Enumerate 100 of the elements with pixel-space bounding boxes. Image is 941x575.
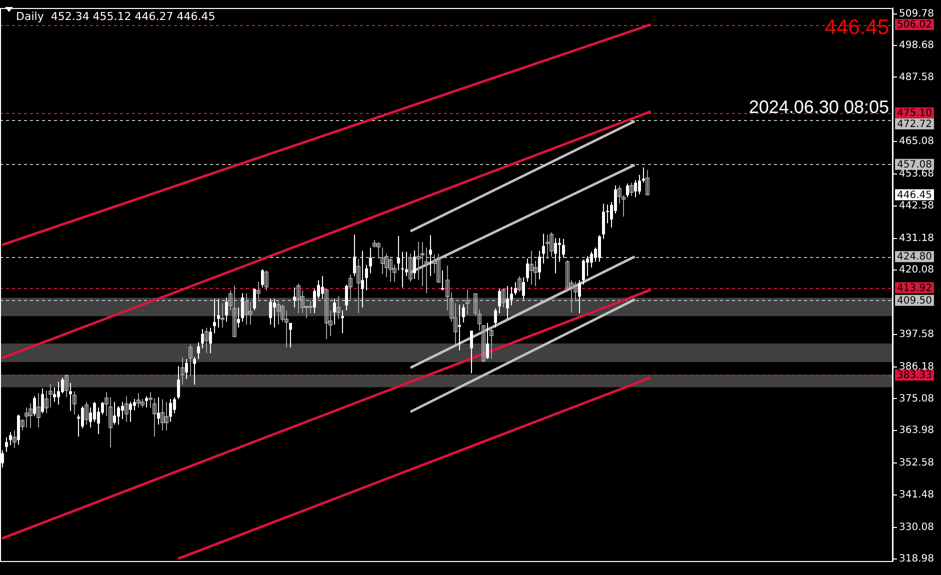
candlestick <box>57 381 60 406</box>
candlestick <box>324 288 328 340</box>
candlestick <box>89 407 92 428</box>
candlestick <box>24 407 28 428</box>
candlestick <box>145 396 148 408</box>
candlestick <box>188 344 192 377</box>
candlestick <box>542 233 545 264</box>
y-tick-label: 363.98 <box>899 425 934 436</box>
candlestick <box>269 298 272 326</box>
ref-line-label: 457.08 <box>897 159 932 170</box>
candlestick <box>638 174 641 195</box>
candlestick <box>12 430 16 449</box>
candlestick <box>193 356 196 386</box>
candlestick <box>313 288 316 314</box>
candlestick <box>232 285 236 338</box>
annotation: 2024.06.30 08:05 <box>748 96 889 117</box>
candlestick <box>53 387 56 402</box>
candlestick <box>502 288 506 308</box>
candlestick <box>498 288 501 314</box>
y-tick-label: 465.08 <box>899 136 934 148</box>
candlestick <box>546 234 550 260</box>
y-tick-label: 420.08 <box>899 264 934 276</box>
candlestick <box>241 292 244 322</box>
candlestick <box>157 396 160 426</box>
candlestick <box>506 286 509 320</box>
candlestick <box>530 250 534 286</box>
candlestick <box>293 287 296 308</box>
candlestick <box>64 374 68 398</box>
candlestick <box>9 432 12 446</box>
candlestick <box>124 396 128 422</box>
candlestick <box>237 307 240 328</box>
candlestick <box>397 236 400 271</box>
candlestick <box>204 327 208 354</box>
y-tick-label: 318.98 <box>899 554 934 565</box>
candlestick <box>369 247 372 274</box>
y-tick-label: 352.58 <box>899 458 934 469</box>
candlestick <box>180 357 184 386</box>
y-tick-label: 453.68 <box>899 168 934 180</box>
candlestick <box>28 402 32 428</box>
candlestick <box>244 292 248 326</box>
candlestick <box>197 342 200 360</box>
candlestick <box>321 276 324 300</box>
candlestick <box>289 322 292 348</box>
candlestick <box>598 234 601 262</box>
ref-line-label: 413.92 <box>897 282 932 294</box>
text: 446.45 <box>897 190 932 201</box>
candlestick <box>201 328 204 349</box>
candlestick <box>93 401 96 422</box>
candlestick <box>510 286 513 306</box>
candlestick <box>160 398 164 431</box>
candlestick <box>217 298 220 328</box>
candlestick <box>578 280 581 314</box>
candlestick <box>518 276 522 292</box>
candlestick <box>526 258 529 282</box>
candlestick <box>462 304 465 323</box>
candlestick <box>253 288 256 311</box>
candlestick <box>256 281 260 300</box>
y-tick-label: 397.58 <box>899 329 934 340</box>
candlestick <box>486 322 489 360</box>
candlestick <box>41 388 44 414</box>
candlestick <box>129 401 132 422</box>
candlestick <box>333 298 336 326</box>
candlestick <box>634 180 637 198</box>
y-tick-label: 375.08 <box>899 393 934 404</box>
candlestick <box>81 406 84 429</box>
candlestick <box>562 238 565 258</box>
candlestick <box>97 407 100 435</box>
ref-line-label: 472.72 <box>897 118 932 130</box>
candlestick <box>113 401 116 426</box>
candlestick <box>429 234 432 277</box>
candlestick <box>401 251 404 288</box>
candlestick <box>117 406 120 426</box>
candlestick <box>586 256 589 277</box>
ref-line-label: 383.33 <box>897 370 932 382</box>
candlestick <box>185 358 188 380</box>
candlestick <box>408 253 412 282</box>
candlestick <box>646 169 650 196</box>
candlestick <box>308 300 312 314</box>
candlestick <box>466 289 470 316</box>
candlestick <box>361 250 364 308</box>
candlestick <box>522 276 525 300</box>
candlestick <box>121 401 124 420</box>
candlestick <box>582 258 585 286</box>
candlestick <box>276 301 280 326</box>
candlestick <box>558 238 561 262</box>
y-tick-label: 487.58 <box>899 72 934 83</box>
candlestick <box>264 270 268 291</box>
candlestick <box>177 366 180 400</box>
candlestick <box>296 283 300 314</box>
y-tick-label: 509.78 <box>899 8 934 20</box>
candlestick <box>441 270 444 291</box>
candlestick <box>169 398 172 422</box>
candlestick <box>84 401 88 426</box>
annotation: 446.45 <box>824 16 889 39</box>
candlestick <box>626 182 629 198</box>
candlestick <box>602 203 605 240</box>
candlestick <box>173 396 176 414</box>
candlestick <box>69 382 72 412</box>
candlestick <box>213 298 216 334</box>
candlestick <box>514 282 517 296</box>
